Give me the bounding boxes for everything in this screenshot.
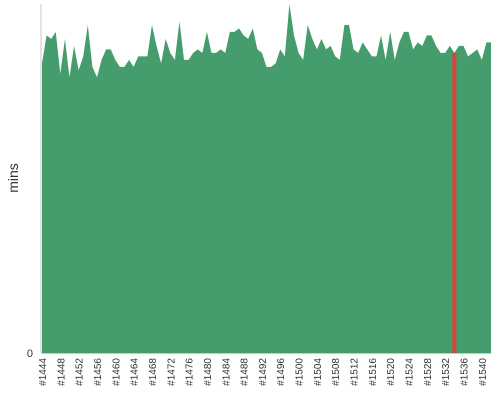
x-tick-label: #1528	[423, 358, 434, 386]
x-tick-label: #1468	[148, 358, 159, 386]
x-tick-label: #1464	[130, 358, 141, 386]
plot-area	[42, 4, 491, 354]
x-tick-label: #1472	[166, 358, 177, 386]
x-axis-ticks: #1444 #1448 #1452 #1456 #1460 #1464 #1468 #1472…	[38, 358, 489, 386]
highlight-marker	[452, 52, 457, 354]
y-axis-label: mins	[5, 163, 21, 193]
x-tick-label: #1452	[75, 358, 86, 386]
x-tick-label: #1448	[56, 358, 67, 386]
x-tick-label: #1496	[276, 358, 287, 386]
x-tick-label: #1492	[258, 358, 269, 386]
y-axis-ticks: 0	[27, 348, 33, 360]
x-tick-label: #1540	[478, 358, 489, 386]
x-tick-label: #1504	[313, 358, 324, 386]
x-tick-label: #1476	[185, 358, 196, 386]
x-tick-label: #1500	[295, 358, 306, 386]
x-tick-label: #1520	[386, 358, 397, 386]
x-tick-label: #1536	[460, 358, 471, 386]
x-tick-label: #1444	[38, 358, 49, 386]
x-tick-label: #1460	[111, 358, 122, 386]
x-tick-label: #1456	[93, 358, 104, 386]
x-tick-label: #1516	[368, 358, 379, 386]
x-tick-label: #1484	[221, 358, 232, 386]
x-tick-label: #1532	[441, 358, 452, 386]
x-tick-label: #1488	[240, 358, 251, 386]
x-tick-label: #1480	[203, 358, 214, 386]
x-tick-label: #1524	[405, 358, 416, 386]
x-tick-label: #1512	[350, 358, 361, 386]
x-tick-label: #1508	[331, 358, 342, 386]
series-area	[42, 4, 491, 353]
y-tick-label: 0	[27, 348, 33, 360]
